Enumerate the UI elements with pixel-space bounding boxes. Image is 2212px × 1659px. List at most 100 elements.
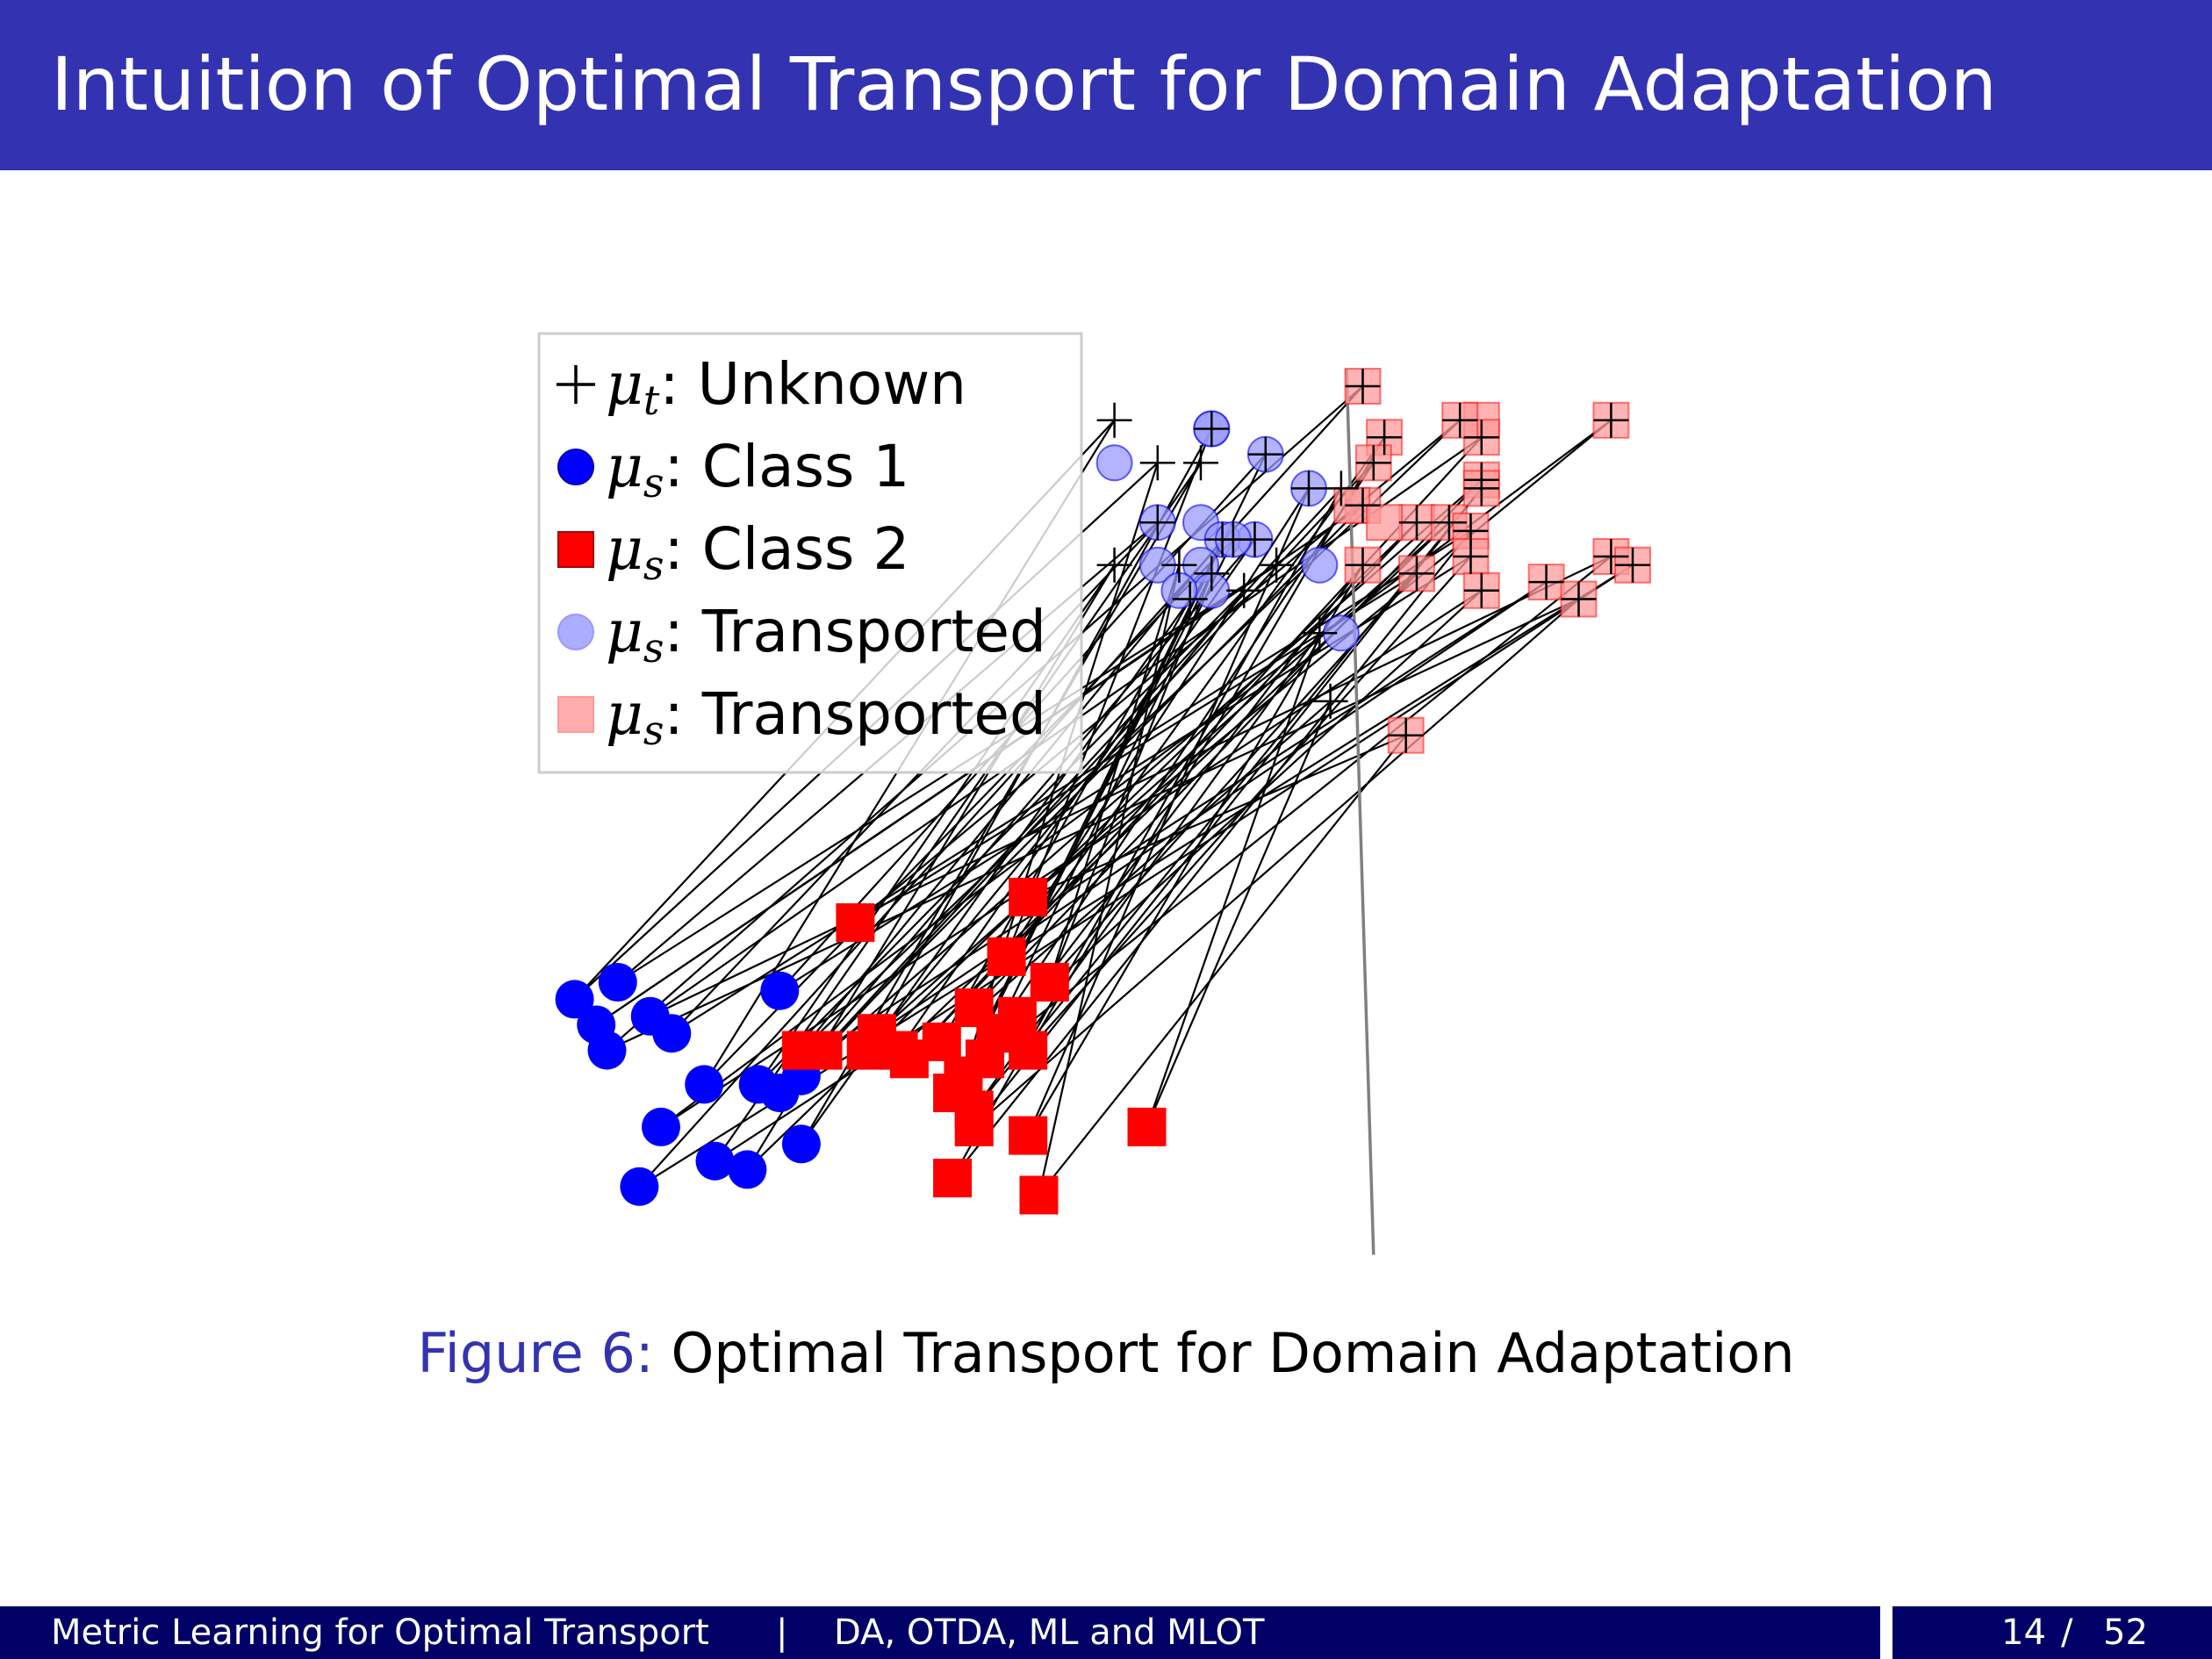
class1-source-point bbox=[728, 1150, 767, 1189]
transport-line bbox=[1146, 632, 1321, 1128]
legend-symbol-class2 bbox=[557, 531, 594, 568]
transport-line bbox=[1027, 419, 1612, 898]
legend-symbol-class1 bbox=[557, 449, 594, 485]
target-point bbox=[1226, 572, 1262, 608]
transport-line bbox=[984, 556, 1612, 1060]
legend-label: μt: Unknown bbox=[606, 350, 966, 424]
target-point bbox=[1096, 402, 1132, 438]
target-point bbox=[1096, 547, 1132, 583]
class2-transported-point bbox=[1366, 504, 1404, 542]
figure-caption-text: Optimal Transport for Domain Adaptation bbox=[671, 1321, 1795, 1385]
class2-source-point bbox=[1009, 1031, 1048, 1070]
transport-line bbox=[995, 539, 1234, 1034]
legend-symbol-plus bbox=[557, 365, 595, 404]
target-point bbox=[1593, 539, 1629, 574]
target-point bbox=[1593, 402, 1629, 438]
class2-source-point bbox=[997, 996, 1037, 1036]
figure-caption: Figure 6: Optimal Transport for Domain A… bbox=[0, 1321, 2212, 1385]
transport-line bbox=[952, 530, 1472, 1179]
target-point bbox=[1442, 402, 1478, 438]
legend-box bbox=[537, 332, 1083, 774]
target-point bbox=[1204, 521, 1240, 557]
target-point bbox=[1355, 445, 1391, 481]
target-point bbox=[1161, 547, 1197, 583]
figure-label: Figure 6: bbox=[417, 1321, 654, 1385]
class1-source-point bbox=[598, 963, 637, 1002]
target-point bbox=[1463, 572, 1499, 608]
legend-symbol-class2-transported bbox=[557, 696, 594, 733]
transport-line bbox=[952, 572, 1213, 1094]
target-point bbox=[1139, 505, 1175, 541]
target-point bbox=[1463, 420, 1499, 456]
target-point bbox=[1345, 369, 1381, 404]
target-point bbox=[1259, 547, 1295, 583]
transport-line bbox=[1005, 428, 1213, 958]
footer-left: Metric Learning for Optimal Transport | … bbox=[0, 1606, 1880, 1659]
class2-source-point bbox=[1127, 1107, 1167, 1146]
class1-source-point bbox=[620, 1167, 659, 1206]
target-point bbox=[1399, 505, 1434, 541]
target-point bbox=[1247, 436, 1283, 472]
class2-source-point bbox=[954, 1107, 994, 1146]
class1-source-point bbox=[555, 980, 594, 1019]
transport-line bbox=[1027, 734, 1407, 899]
class1-transported-point bbox=[1301, 546, 1339, 584]
class2-source-point bbox=[846, 1031, 886, 1070]
target-point bbox=[1183, 445, 1218, 481]
transport-line bbox=[973, 598, 1580, 1128]
legend-label: μs: Transported bbox=[606, 680, 1046, 754]
legend-symbol-class1-transported bbox=[557, 614, 594, 650]
class1-source-point bbox=[652, 1014, 692, 1053]
class1-source-point bbox=[642, 1107, 680, 1146]
footer-section: DA, OTDA, ML and MLOT bbox=[834, 1612, 1265, 1653]
legend: μt: Unknown μs: Class 1 μs: Class 2 μs: Tra… bbox=[537, 332, 1083, 774]
target-point bbox=[1561, 581, 1597, 617]
transport-line bbox=[1146, 700, 1332, 1128]
target-point bbox=[1312, 683, 1348, 719]
transport-line bbox=[1038, 564, 1181, 1196]
class1-source-point bbox=[781, 1124, 821, 1164]
transport-line bbox=[1038, 735, 1407, 1196]
class1-source-point bbox=[760, 1074, 800, 1113]
footer-presentation-title: Metric Learning for Optimal Transport bbox=[51, 1612, 709, 1653]
target-point bbox=[1302, 615, 1338, 651]
target-point bbox=[1345, 487, 1381, 523]
class2-source-point bbox=[922, 1022, 961, 1061]
class2-source-point bbox=[1009, 878, 1048, 916]
target-point bbox=[1323, 470, 1359, 506]
class1-source-point bbox=[695, 1141, 735, 1181]
class2-source-point bbox=[889, 1039, 929, 1079]
class2-source-point bbox=[1009, 1116, 1048, 1155]
class1-source-point bbox=[760, 971, 800, 1010]
transport-line bbox=[973, 487, 1483, 1111]
class2-source-point bbox=[987, 937, 1026, 976]
transport-line bbox=[801, 538, 1224, 1052]
legend-label: μs: Transported bbox=[606, 598, 1046, 672]
slide-title: Intuition of Optimal Transport for Domai… bbox=[51, 41, 1997, 127]
target-point bbox=[1615, 547, 1650, 583]
target-point bbox=[1139, 445, 1175, 481]
target-point bbox=[1291, 470, 1326, 506]
target-point bbox=[1172, 581, 1208, 617]
transport-line bbox=[940, 598, 1191, 1043]
footer-separator: | bbox=[776, 1612, 788, 1653]
target-point bbox=[1388, 717, 1424, 753]
target-point bbox=[1194, 411, 1230, 447]
class1-source-point bbox=[587, 1031, 627, 1070]
class2-source-point bbox=[1030, 963, 1069, 1002]
target-point bbox=[1431, 505, 1467, 541]
class2-source-point bbox=[1019, 1175, 1059, 1215]
class1-transported-point bbox=[1095, 444, 1133, 482]
transport-line bbox=[1027, 564, 1364, 1137]
class2-source-point bbox=[781, 1031, 821, 1070]
target-point bbox=[1453, 539, 1489, 574]
transport-line bbox=[865, 590, 1246, 1052]
title-bar: Intuition of Optimal Transport for Domai… bbox=[0, 0, 2212, 170]
target-point bbox=[1367, 420, 1403, 456]
transport-line bbox=[779, 538, 1256, 1094]
class2-source-point bbox=[836, 903, 875, 943]
class2-source-point bbox=[933, 1159, 973, 1198]
target-point bbox=[1345, 547, 1381, 583]
legend-label: μs: Class 2 bbox=[606, 515, 909, 589]
